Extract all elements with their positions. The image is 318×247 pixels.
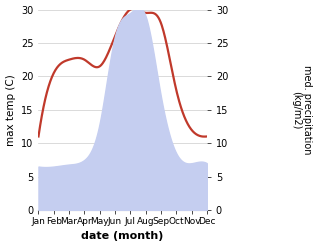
X-axis label: date (month): date (month) xyxy=(81,231,164,242)
Y-axis label: max temp (C): max temp (C) xyxy=(5,74,16,146)
Y-axis label: med. precipitation
(kg/m2): med. precipitation (kg/m2) xyxy=(291,65,313,155)
